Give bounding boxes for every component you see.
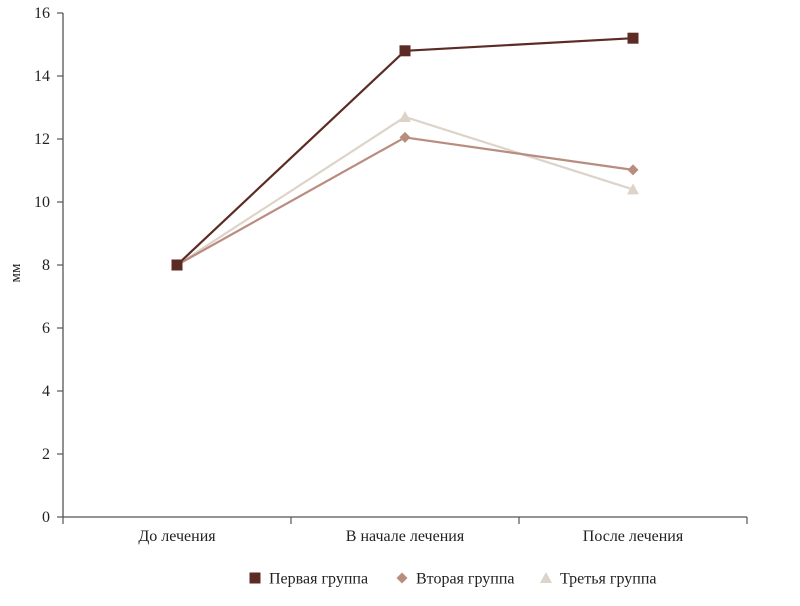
legend-item: Первая группа — [249, 571, 368, 588]
y-tick-label: 2 — [42, 446, 50, 463]
legend-label: Третья группа — [560, 571, 657, 588]
y-tick-label: 4 — [42, 383, 50, 400]
series-1 — [171, 32, 639, 271]
data-point-marker — [399, 45, 411, 57]
legend-marker — [540, 572, 552, 583]
legend-label: Вторая группа — [416, 571, 515, 588]
y-tick-label: 10 — [34, 194, 50, 211]
x-category-label: В начале лечения — [346, 528, 465, 545]
legend-label: Первая группа — [269, 571, 368, 588]
data-point-marker — [399, 110, 411, 122]
legend-marker — [249, 572, 261, 584]
data-point-marker — [627, 32, 639, 44]
x-category-label: До лечения — [138, 528, 216, 545]
legend-marker — [396, 572, 408, 584]
legend-item: Третья группа — [540, 571, 657, 588]
data-point-marker — [627, 183, 639, 195]
data-point-marker — [627, 164, 639, 176]
x-category-label: После лечения — [583, 528, 684, 545]
legend-item: Вторая группа — [396, 571, 515, 588]
y-tick-label: 0 — [42, 509, 50, 526]
legend: Первая группа Вторая группа Третья группа — [249, 571, 657, 588]
y-axis-title: мм — [8, 263, 24, 282]
series-2 — [171, 131, 639, 271]
y-tick-label: 14 — [34, 68, 50, 85]
y-ticks: 0 2 4 6 8 10 12 14 16 — [34, 5, 63, 526]
x-ticks: До лечения В начале лечения После лечения — [62, 517, 748, 545]
y-tick-label: 8 — [42, 257, 50, 274]
y-tick-label: 16 — [34, 5, 50, 22]
data-point-marker — [171, 259, 183, 271]
data-point-marker — [399, 131, 411, 143]
y-tick-label: 6 — [42, 320, 50, 337]
series-group — [171, 32, 639, 271]
y-tick-label: 12 — [34, 131, 50, 148]
axes — [62, 13, 747, 518]
series-line — [176, 37, 634, 266]
